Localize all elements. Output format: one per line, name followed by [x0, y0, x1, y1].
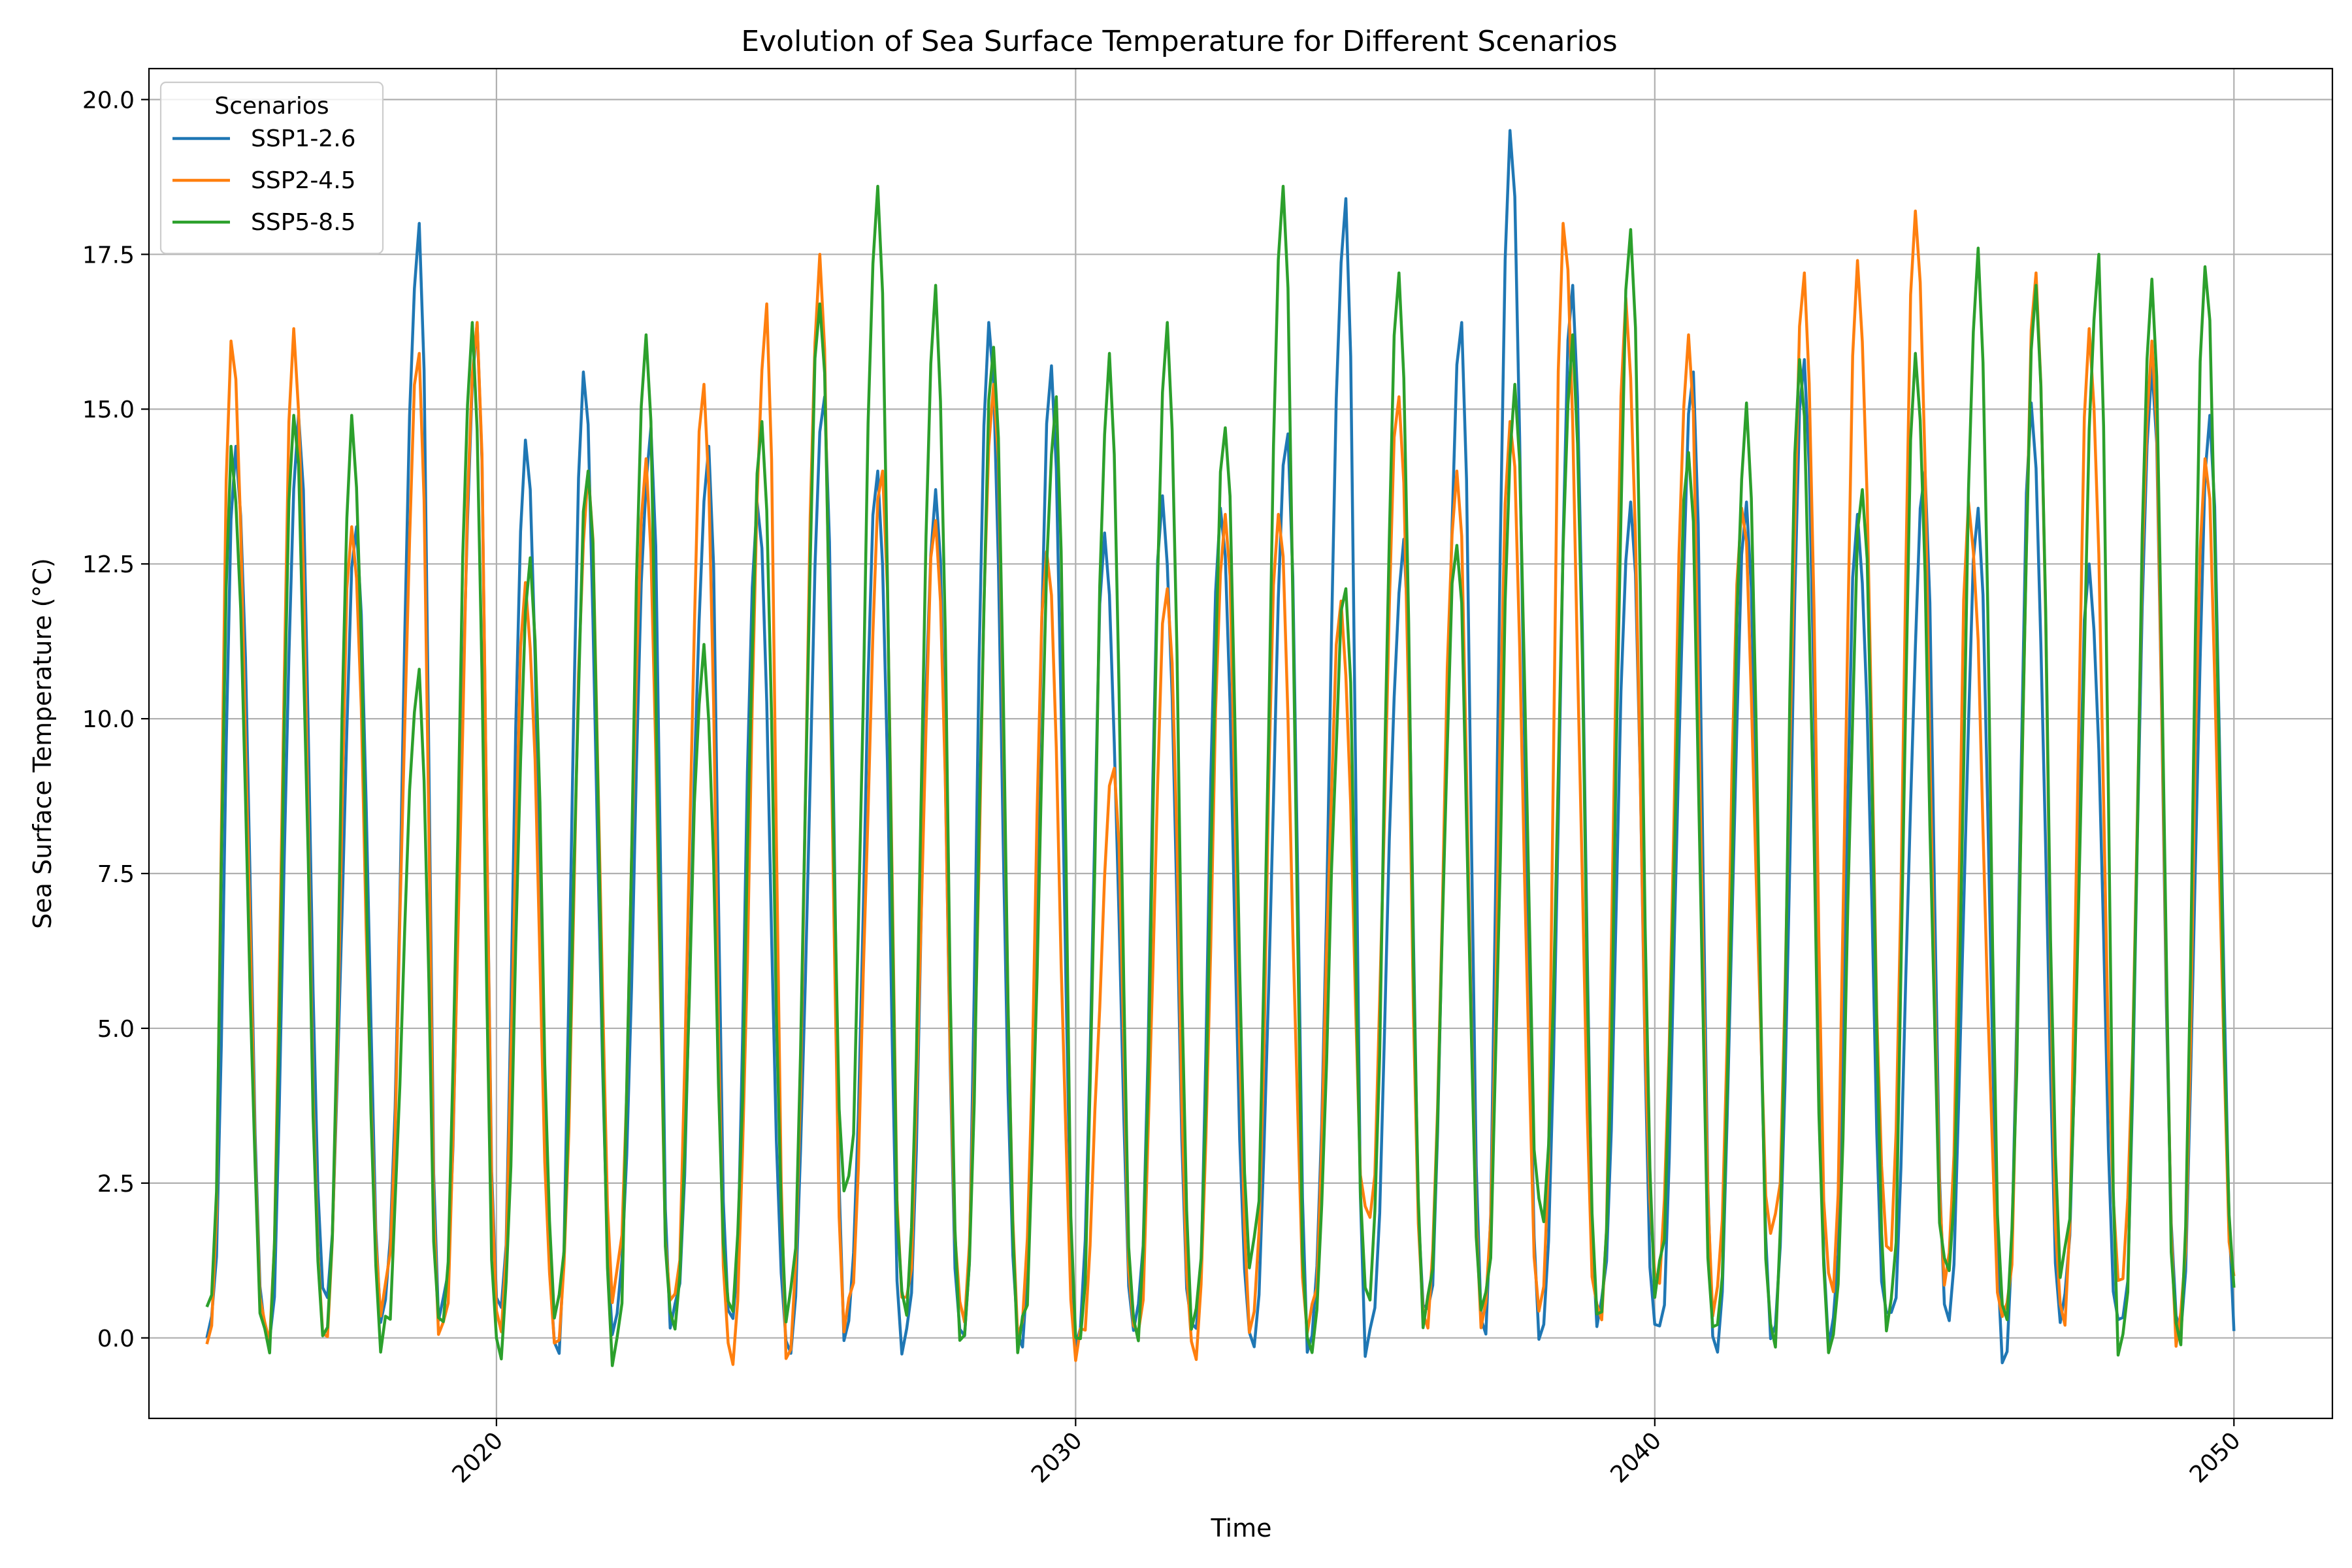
series-lines	[205, 129, 2236, 1367]
legend-entry-label: SSP5-8.5	[251, 209, 356, 236]
y-tick-label: 5.0	[97, 1016, 135, 1043]
x-axis-ticks: 2020 2030 2040 2050	[447, 1418, 2246, 1488]
legend-title: Scenarios	[214, 93, 329, 120]
y-tick-label: 7.5	[97, 861, 135, 888]
y-tick-label: 2.5	[97, 1171, 135, 1198]
legend-entry-label: SSP2-4.5	[251, 167, 356, 194]
x-tick-label: 2020	[447, 1427, 508, 1488]
x-tick-label: 2040	[1605, 1427, 1667, 1488]
x-tick-label: 2030	[1026, 1427, 1088, 1488]
y-tick-label: 15.0	[82, 397, 135, 423]
chart-title: Evolution of Sea Surface Temperature for…	[741, 25, 1617, 58]
legend: Scenarios SSP1-2.6 SSP2-4.5 SSP5-8.5	[159, 81, 384, 255]
y-tick-label: 20.0	[82, 87, 135, 114]
y-tick-label: 17.5	[82, 242, 135, 269]
series-line-ssp2-4-5	[205, 209, 2236, 1366]
legend-box	[159, 81, 384, 255]
y-tick-label: 10.0	[82, 706, 135, 733]
y-axis-ticks: 0.0 2.5 5.0 7.5 10.0 12.5 15.0 17.5 20.0	[82, 87, 149, 1352]
y-axis-label: Sea Surface Temperature (°C)	[28, 558, 57, 929]
plot-frame	[148, 67, 2334, 1420]
y-tick-label: 0.0	[97, 1326, 135, 1352]
x-axis-label: Time	[1211, 1514, 1272, 1543]
series-line-ssp5-8-5	[205, 184, 2236, 1367]
grid	[149, 69, 2332, 1418]
legend-entry-label: SSP1-2.6	[251, 125, 356, 152]
y-tick-label: 12.5	[82, 551, 135, 578]
x-tick-label: 2050	[2185, 1427, 2246, 1488]
